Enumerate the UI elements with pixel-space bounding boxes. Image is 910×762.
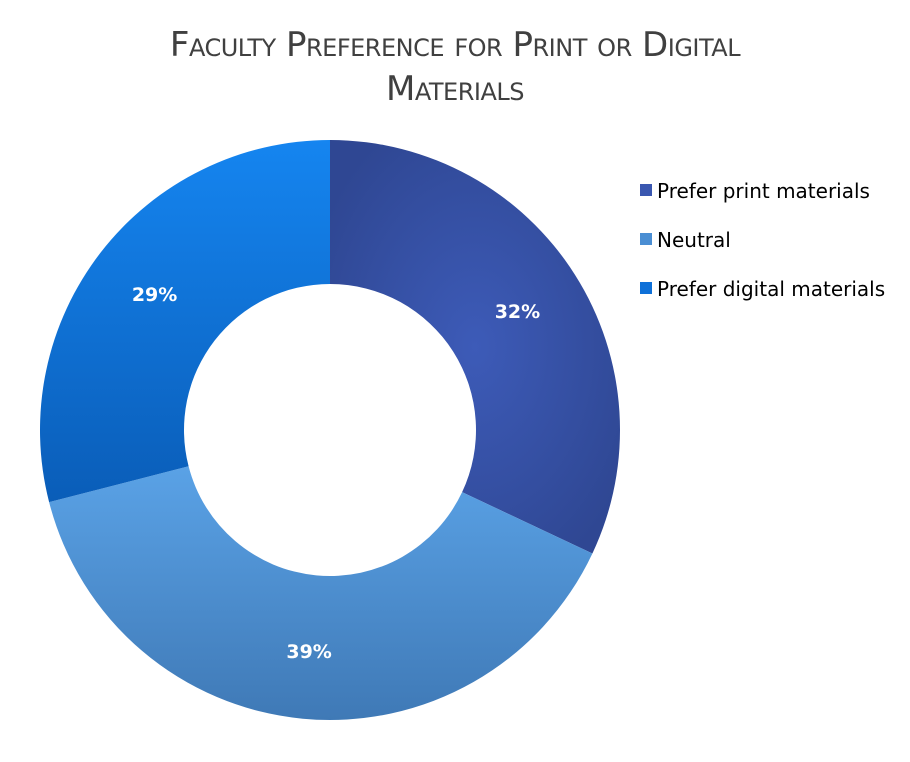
- legend-swatch-neutral: [640, 233, 652, 245]
- slice-prefer-digital: [40, 140, 331, 503]
- slice-label-prefer-print: 32%: [495, 301, 540, 323]
- legend-label-prefer-print: Prefer print materials: [657, 179, 870, 203]
- legend-item-neutral: Neutral: [640, 228, 731, 252]
- chart-title-line-2: Materials: [386, 69, 524, 109]
- slice-label-prefer-digital: 29%: [132, 284, 177, 306]
- chart-title-line-1: Faculty Preference for Print or Digital: [170, 25, 741, 65]
- slice-label-neutral: 39%: [286, 641, 331, 663]
- legend-item-prefer-digital: Prefer digital materials: [640, 277, 885, 301]
- slice-neutral: [49, 466, 593, 720]
- legend-swatch-prefer-print: [640, 184, 652, 196]
- slice-prefer-print: [330, 140, 620, 554]
- donut-slices: [40, 140, 620, 720]
- chart-title: Faculty Preference for Print or Digital …: [170, 25, 742, 109]
- donut-slice-labels: 32% 39% 29%: [132, 284, 540, 663]
- legend: Prefer print materials Neutral Prefer di…: [640, 179, 885, 301]
- legend-item-prefer-print: Prefer print materials: [640, 179, 870, 203]
- legend-label-neutral: Neutral: [657, 228, 731, 252]
- legend-swatch-prefer-digital: [640, 282, 652, 294]
- legend-label-prefer-digital: Prefer digital materials: [657, 277, 885, 301]
